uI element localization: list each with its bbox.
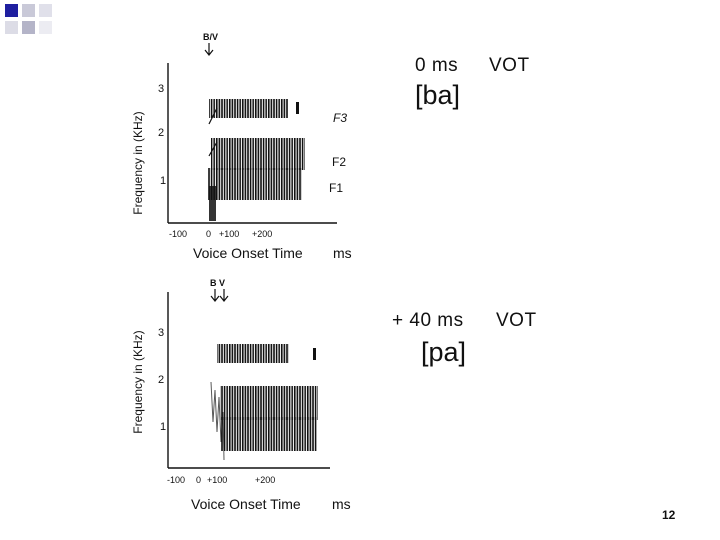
y-axis-label: Frequency in (KHz) xyxy=(131,111,145,214)
x-tick-100: +100 xyxy=(219,229,239,239)
formant-f1-band xyxy=(221,417,317,451)
y-tick-2: 2 xyxy=(158,374,164,386)
burst-arrow xyxy=(204,43,214,56)
x-axis-label: Voice Onset Time xyxy=(193,245,303,261)
y-tick-3: 3 xyxy=(158,327,164,339)
voicing-onset-smear xyxy=(209,186,216,221)
x-axis-label: Voice Onset Time xyxy=(191,496,301,512)
x-tick-neg100: -100 xyxy=(167,475,185,485)
formant-label-f1: F1 xyxy=(329,181,343,195)
vot-label-pa: VOT xyxy=(496,310,537,331)
vot-value-ba: 0 ms xyxy=(415,55,459,76)
x-tick-200: +200 xyxy=(255,475,275,485)
vot-label-ba: VOT xyxy=(489,55,530,76)
spectrogram-ba: B/V Frequency in (KHz) 3 2 1 F3 F2 F1 -1… xyxy=(131,32,352,261)
formant-f2-band xyxy=(220,386,318,420)
formant-f3-band xyxy=(217,344,289,363)
formant-transition xyxy=(208,107,218,157)
release-tick xyxy=(296,102,299,114)
voicing-arrow-v xyxy=(219,289,229,302)
y-tick-2: 2 xyxy=(158,127,164,139)
x-unit: ms xyxy=(333,245,352,261)
vot-value-pa: + 40 ms xyxy=(392,310,464,331)
spectrogram-pa: B V Frequency in (KHz) 3 2 1 -100 0 +100… xyxy=(131,278,351,512)
y-axis-label: Frequency in (KHz) xyxy=(131,330,145,433)
x-unit: ms xyxy=(332,496,351,512)
formant-f3-band xyxy=(209,99,288,118)
x-tick-0: 0 xyxy=(206,229,211,239)
burst-arrow-b xyxy=(210,289,220,302)
formant-f2-band xyxy=(211,138,305,170)
x-tick-100: +100 xyxy=(207,475,227,485)
syllable-ba: [ba] xyxy=(415,80,461,110)
y-tick-1: 1 xyxy=(160,421,166,433)
release-tick xyxy=(313,348,316,360)
x-tick-200: +200 xyxy=(252,229,272,239)
formant-f1-band xyxy=(208,168,302,200)
x-tick-neg100: -100 xyxy=(169,229,187,239)
x-tick-0: 0 xyxy=(196,475,201,485)
y-tick-3: 3 xyxy=(158,83,164,95)
formant-label-f2: F2 xyxy=(332,155,346,169)
burst-label: B V xyxy=(210,278,225,288)
syllable-pa: [pa] xyxy=(421,337,467,367)
burst-label: B/V xyxy=(203,32,218,42)
formant-label-f3: F3 xyxy=(333,111,347,125)
page-number: 12 xyxy=(662,508,676,522)
y-tick-1: 1 xyxy=(160,175,166,187)
